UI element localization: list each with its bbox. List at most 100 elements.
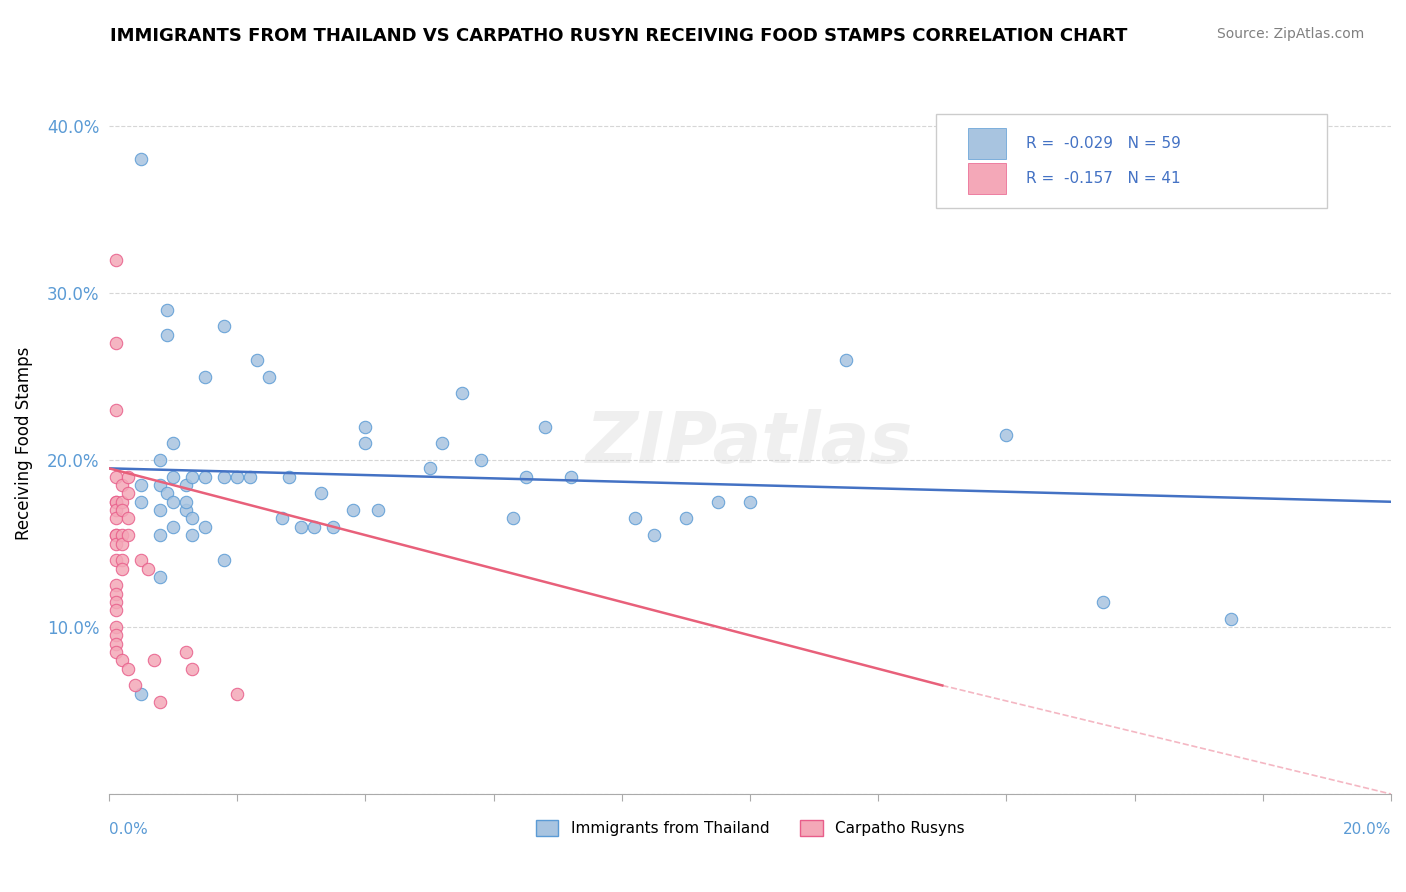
Point (277, 469, 299, 483)
Point (534, 419, 557, 434)
Point (104, 528, 127, 542)
Point (104, 252, 127, 267)
Point (1219, 612, 1241, 626)
Point (322, 520, 344, 534)
Point (104, 553, 127, 567)
Point (117, 662, 139, 676)
Point (111, 536, 134, 550)
Point (309, 486, 332, 500)
Point (174, 495, 197, 509)
Point (129, 553, 152, 567)
Point (104, 645, 127, 659)
Point (111, 478, 134, 492)
Point (162, 520, 184, 534)
Point (149, 528, 172, 542)
Point (124, 678, 146, 692)
Text: 0.0%: 0.0% (110, 822, 148, 837)
Point (239, 469, 262, 483)
Point (174, 503, 197, 517)
Point (470, 453, 492, 467)
Point (367, 503, 389, 517)
Point (149, 453, 172, 467)
Point (181, 511, 204, 525)
Point (149, 695, 172, 709)
Point (560, 469, 582, 483)
Point (162, 495, 184, 509)
Point (419, 461, 441, 475)
Text: ZIPatlas: ZIPatlas (586, 409, 914, 478)
Point (194, 469, 217, 483)
Point (835, 352, 858, 367)
Point (174, 478, 197, 492)
Y-axis label: Receiving Food Stamps: Receiving Food Stamps (15, 347, 32, 540)
Point (111, 495, 134, 509)
Point (162, 436, 184, 450)
Point (181, 662, 204, 676)
Point (226, 687, 249, 701)
Point (156, 486, 179, 500)
Point (214, 319, 236, 334)
Point (104, 528, 127, 542)
Point (156, 327, 179, 342)
Point (214, 469, 236, 483)
Point (271, 511, 294, 525)
Point (149, 478, 172, 492)
Point (342, 503, 364, 517)
Text: R =  -0.157   N = 41: R = -0.157 N = 41 (1025, 170, 1180, 186)
Text: 20.0%: 20.0% (1343, 822, 1391, 837)
Point (623, 511, 645, 525)
Point (450, 386, 472, 401)
Point (354, 419, 377, 434)
Point (104, 336, 127, 351)
Point (707, 495, 730, 509)
Point (136, 561, 159, 575)
Point (181, 528, 204, 542)
Point (111, 653, 134, 667)
Point (104, 511, 127, 525)
Legend: Immigrants from Thailand, Carpatho Rusyns: Immigrants from Thailand, Carpatho Rusyn… (530, 814, 970, 842)
Point (104, 628, 127, 642)
Point (194, 369, 217, 384)
Point (104, 603, 127, 617)
Point (104, 637, 127, 651)
Point (194, 520, 217, 534)
Point (302, 520, 325, 534)
Point (259, 369, 281, 384)
Point (502, 511, 524, 525)
Point (117, 511, 139, 525)
Point (149, 503, 172, 517)
Point (117, 469, 139, 483)
Point (111, 528, 134, 542)
Point (643, 528, 665, 542)
Point (104, 620, 127, 634)
Point (149, 570, 172, 584)
Point (104, 586, 127, 600)
Point (226, 469, 249, 483)
Text: R =  -0.029   N = 59: R = -0.029 N = 59 (1025, 136, 1181, 151)
Point (111, 553, 134, 567)
Point (1091, 595, 1114, 609)
Point (214, 553, 236, 567)
Text: IMMIGRANTS FROM THAILAND VS CARPATHO RUSYN RECEIVING FOOD STAMPS CORRELATION CHA: IMMIGRANTS FROM THAILAND VS CARPATHO RUS… (110, 27, 1128, 45)
Point (104, 595, 127, 609)
Point (104, 495, 127, 509)
Point (111, 561, 134, 575)
Point (104, 469, 127, 483)
Point (104, 503, 127, 517)
Point (515, 469, 537, 483)
Point (354, 436, 377, 450)
Point (432, 436, 454, 450)
Text: Source: ZipAtlas.com: Source: ZipAtlas.com (1216, 27, 1364, 41)
Point (129, 495, 152, 509)
Point (129, 153, 152, 167)
FancyBboxPatch shape (936, 113, 1327, 209)
Point (117, 486, 139, 500)
Point (104, 495, 127, 509)
Point (162, 469, 184, 483)
Point (104, 536, 127, 550)
Point (245, 352, 267, 367)
Point (995, 428, 1018, 442)
Point (129, 687, 152, 701)
Point (111, 503, 134, 517)
Point (181, 469, 204, 483)
